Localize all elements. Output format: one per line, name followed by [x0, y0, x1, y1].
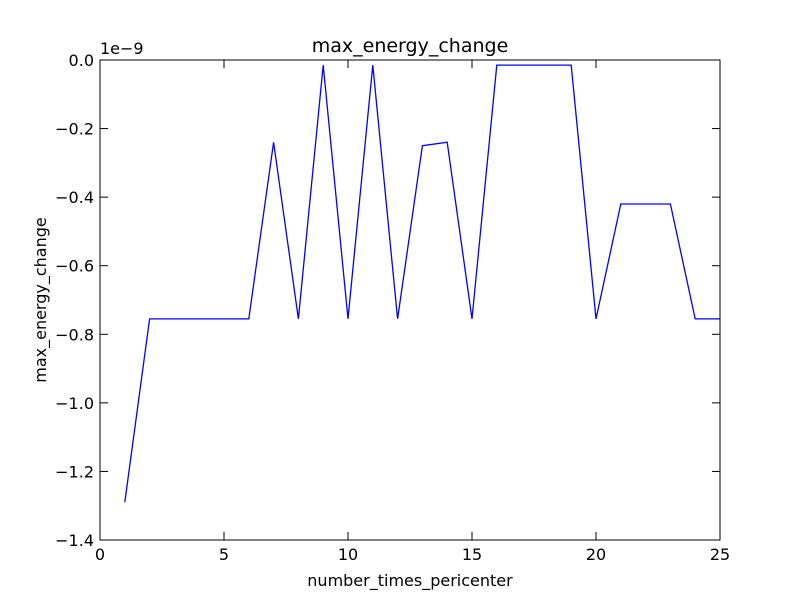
tick-labels: 0 5 10 15 20 25 0.0 −0.2 −0.4 −0.6 −0.8 −1.0 −1.2 −1.…	[55, 51, 730, 564]
plot-area	[100, 60, 720, 540]
plot-frame	[99, 59, 721, 541]
x-tick-label: 5	[219, 545, 229, 564]
y-tick-label: −1.2	[55, 462, 94, 481]
x-tick-label: 25	[710, 545, 730, 564]
series-line-0	[124, 64, 720, 503]
x-tick-label: 15	[462, 545, 482, 564]
y-tick-label: −0.4	[55, 188, 94, 207]
x-tick-label: 20	[586, 545, 606, 564]
x-tick-label: 0	[95, 545, 105, 564]
y-offset-text: 1e−9	[100, 39, 144, 58]
y-tick-label: 0.0	[69, 51, 94, 70]
x-tick-label: 10	[338, 545, 358, 564]
x-axis-label: number_times_pericenter	[307, 571, 513, 591]
y-tick-label: −0.8	[55, 325, 94, 344]
y-axis-label: max_energy_change	[31, 217, 51, 383]
y-tick-label: −0.6	[55, 257, 94, 276]
chart-title: max_energy_change	[312, 35, 509, 57]
y-tick-label: −1.4	[55, 531, 94, 550]
y-tick-label: −1.0	[55, 394, 94, 413]
y-tick-label: −0.2	[55, 120, 94, 139]
series-lines	[124, 64, 720, 503]
